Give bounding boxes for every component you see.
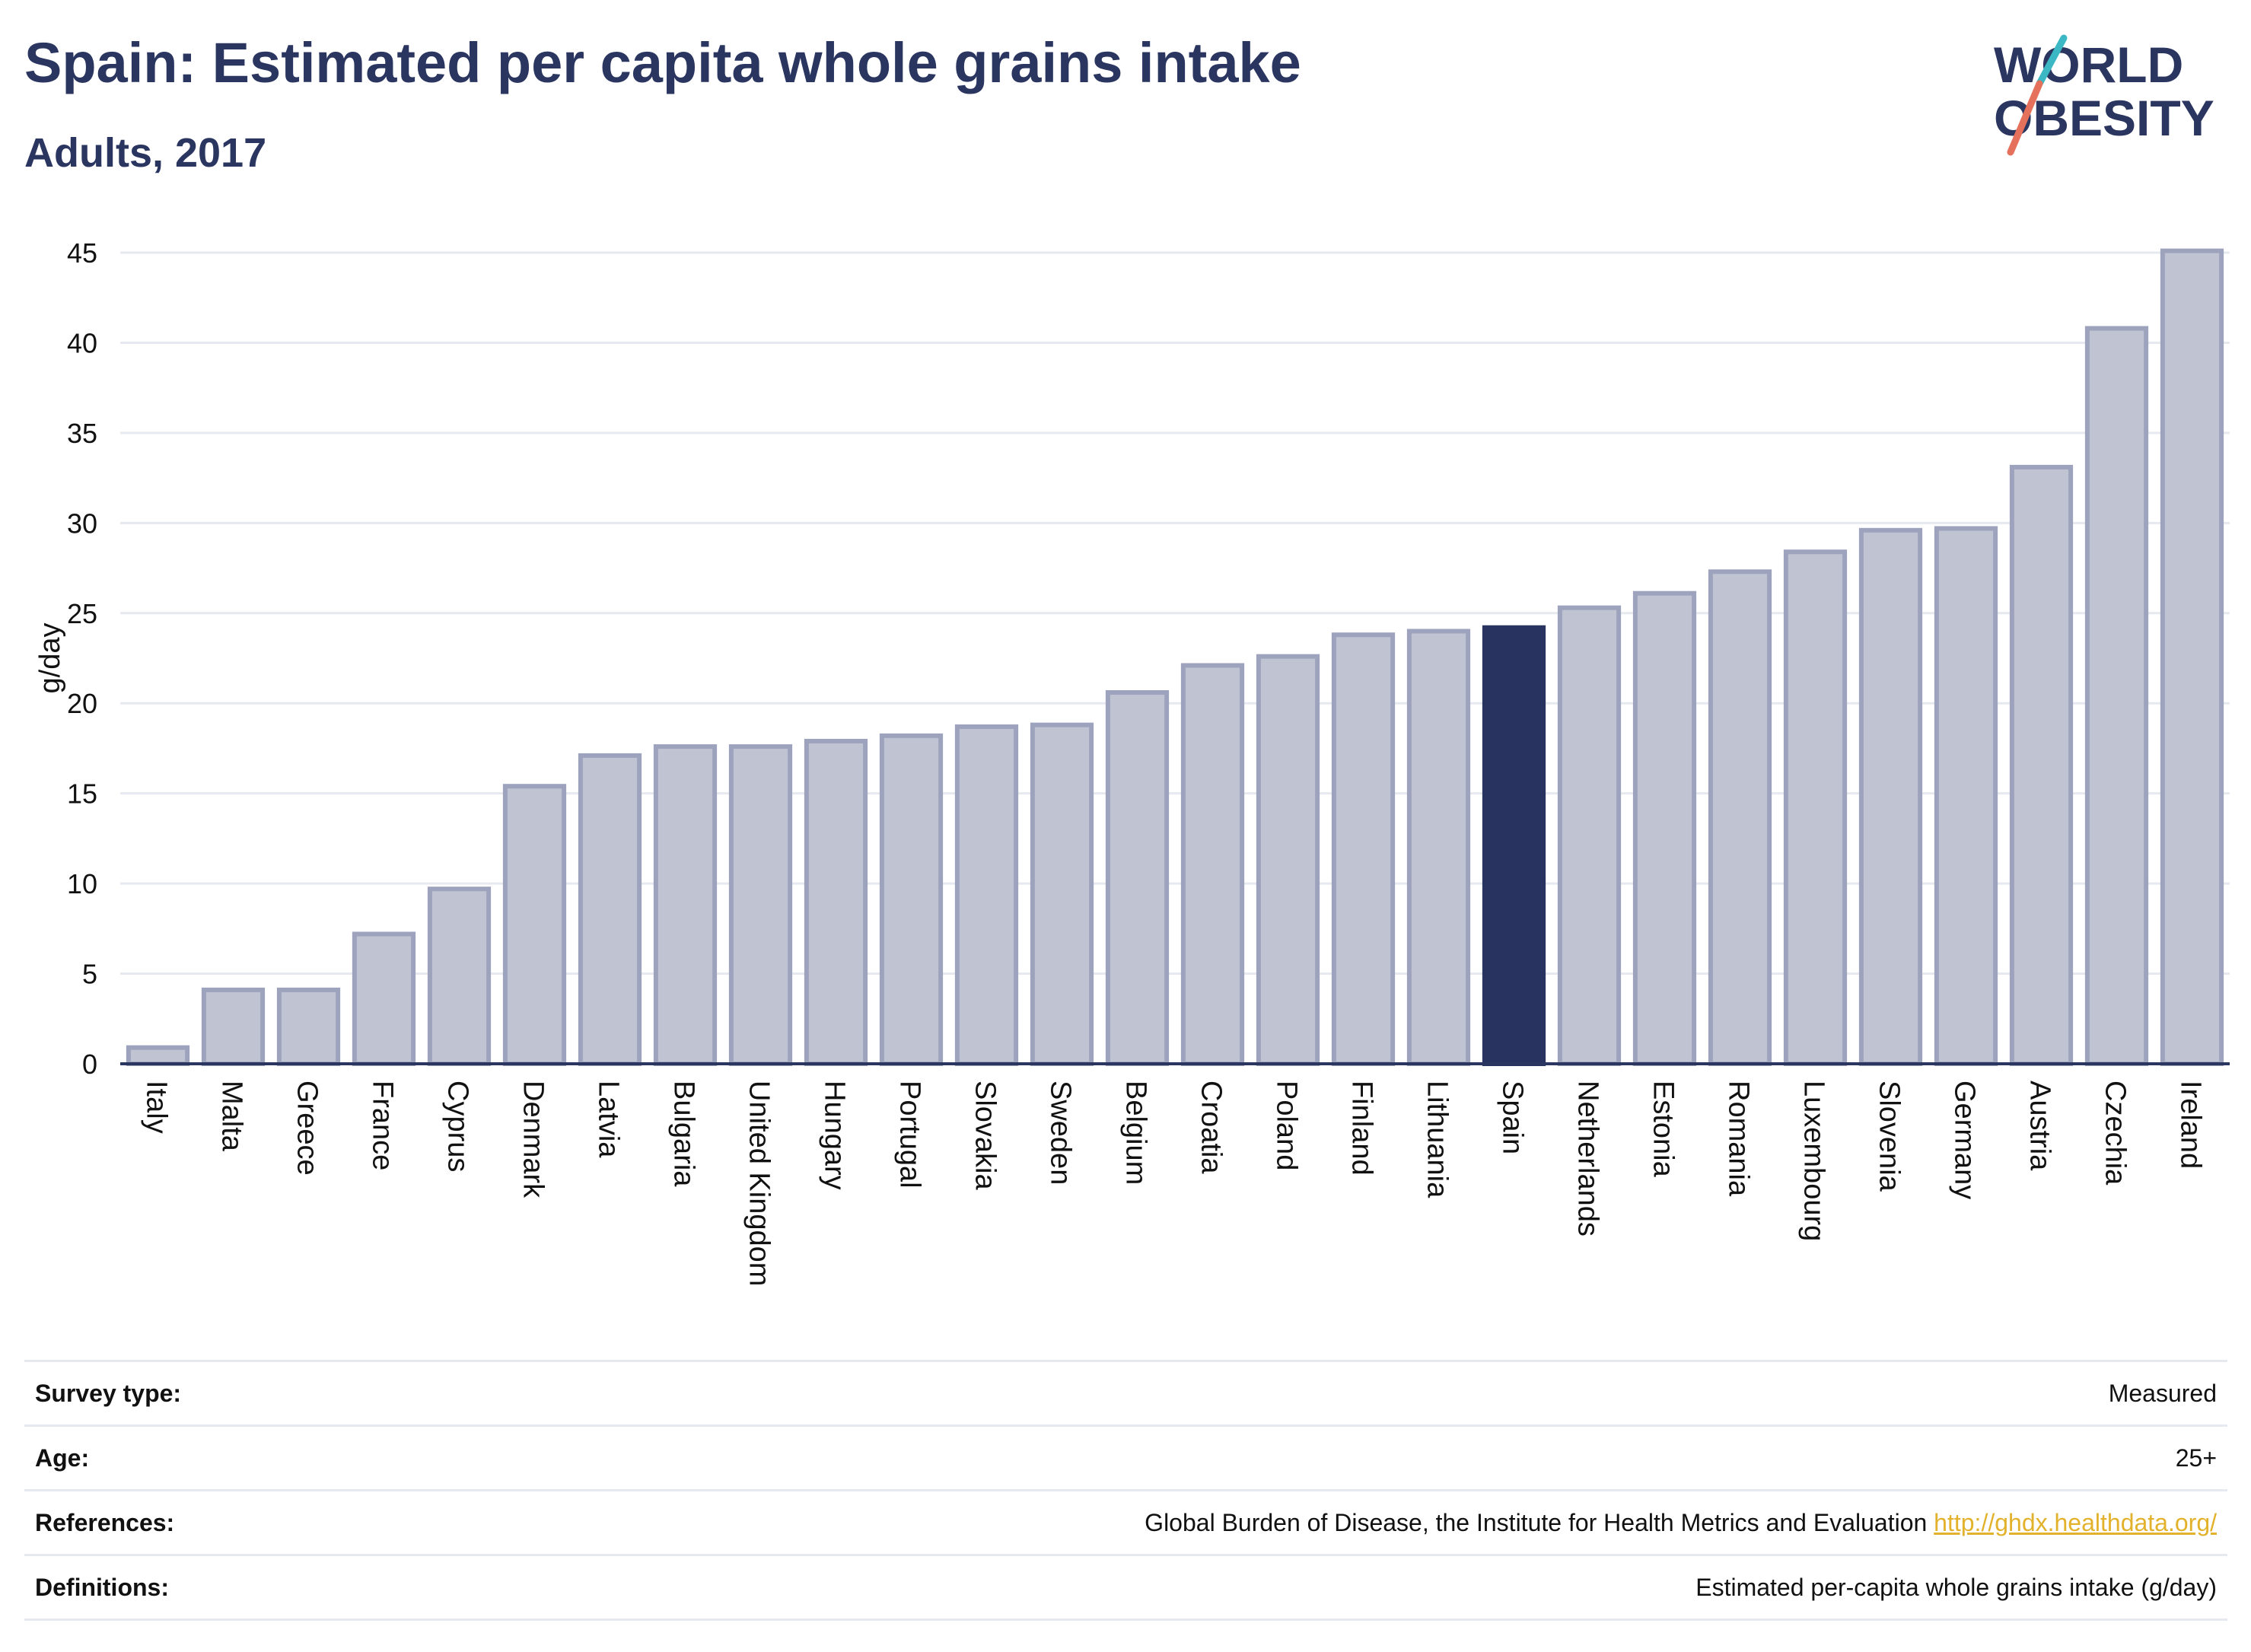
y-tick-label: 25	[67, 598, 97, 629]
info-row-definitions: Definitions: Estimated per-capita whole …	[24, 1554, 2227, 1621]
x-tick-label: Latvia	[593, 1081, 625, 1158]
x-tick-label: Poland	[1271, 1081, 1303, 1170]
info-table: Survey type: Measured Age: 25+ Reference…	[24, 1360, 2227, 1621]
x-tick-label: Ireland	[2175, 1081, 2207, 1169]
x-tick-label: Italy	[141, 1081, 173, 1134]
page-title: Spain: Estimated per capita whole grains…	[24, 31, 1301, 94]
bar-ireland	[2160, 248, 2224, 1066]
x-axis-labels: Italy Malta Greece France Cyprus Denmark Latvi…	[141, 1081, 2207, 1286]
x-tick-label: Belgium	[1120, 1081, 1152, 1185]
x-tick-label: Sweden	[1045, 1081, 1077, 1185]
info-label: Age:	[35, 1444, 90, 1472]
y-tick-label: 10	[67, 868, 97, 899]
x-tick-label: Hungary	[819, 1081, 851, 1190]
bar-belgium	[1105, 690, 1170, 1067]
y-tick-label: 15	[67, 778, 97, 810]
bar-portugal	[879, 733, 944, 1067]
x-tick-label: Greece	[291, 1081, 323, 1176]
bar-poland	[1256, 654, 1320, 1066]
info-value: Estimated per-capita whole grains intake…	[1695, 1573, 2217, 1601]
bar-france	[352, 931, 416, 1066]
bar-sweden	[1030, 722, 1094, 1066]
logo-slash-top	[2036, 34, 2068, 88]
y-tick-label: 20	[67, 688, 97, 719]
x-tick-label: Croatia	[1196, 1081, 1227, 1174]
bar-czechia	[2084, 326, 2149, 1066]
x-tick-label: Lithuania	[1422, 1081, 1453, 1198]
x-tick-label: Germany	[1949, 1081, 1981, 1199]
bar-romania	[1708, 569, 1772, 1066]
bar-croatia	[1180, 663, 1245, 1066]
x-tick-label: Malta	[216, 1081, 248, 1152]
info-label: References:	[35, 1508, 175, 1536]
logo-line1: WORLD	[1994, 37, 2183, 93]
bar-chart: 0 5 10 15 20 25 30 35 40 45 Italy Malta Greece Franc…	[34, 237, 2230, 1286]
x-tick-label: France	[367, 1081, 399, 1170]
x-tick-label: Luxembourg	[1798, 1081, 1830, 1241]
info-row-age: Age: 25+	[24, 1424, 2227, 1489]
bar-cyprus	[427, 886, 492, 1066]
bar-italy	[126, 1045, 190, 1067]
x-tick-label: Slovakia	[969, 1081, 1001, 1190]
y-tick-label: 30	[67, 508, 97, 539]
x-tick-label: Austria	[2024, 1081, 2056, 1171]
y-tick-label: 35	[67, 418, 97, 449]
reference-link[interactable]: http://ghdx.healthdata.org/	[1934, 1508, 2217, 1536]
x-tick-label: Cyprus	[442, 1081, 474, 1172]
bar-estonia	[1632, 590, 1697, 1066]
info-label: Survey type:	[35, 1379, 182, 1407]
y-tick-label: 40	[67, 327, 97, 358]
info-value: 25+	[2175, 1444, 2217, 1472]
info-label: Definitions:	[35, 1573, 169, 1601]
bar-lithuania	[1406, 629, 1471, 1066]
bar-spain	[1482, 625, 1546, 1066]
bar-finland	[1331, 632, 1396, 1066]
bar-malta	[201, 987, 266, 1067]
bar-austria	[2009, 464, 2074, 1066]
info-value: Measured	[2108, 1379, 2217, 1407]
x-tick-label: Romania	[1723, 1081, 1755, 1197]
bar-slovenia	[1858, 527, 1923, 1066]
y-tick-label: 5	[82, 959, 97, 990]
bar-latvia	[578, 753, 642, 1066]
x-tick-label: Netherlands	[1572, 1081, 1604, 1237]
bar-germany	[1934, 526, 1998, 1066]
bar-bulgaria	[653, 744, 718, 1066]
world-obesity-logo: WORLD OBESITY	[1994, 34, 2214, 156]
y-tick-label: 0	[82, 1049, 97, 1080]
page-subtitle: Adults, 2017	[24, 130, 267, 176]
x-tick-label: Finland	[1346, 1081, 1378, 1176]
x-tick-label: Estonia	[1648, 1081, 1679, 1178]
info-value: Global Burden of Disease, the Institute …	[1145, 1509, 2227, 1537]
x-tick-label: Denmark	[517, 1081, 549, 1198]
y-axis-label: g/day	[34, 623, 66, 694]
reference-text: Global Burden of Disease, the Institute …	[1145, 1508, 1928, 1536]
logo-slash-bottom	[2007, 80, 2043, 156]
bar-denmark	[502, 784, 567, 1067]
y-tick-label: 45	[67, 237, 97, 269]
x-tick-label: Bulgaria	[668, 1081, 700, 1187]
bar-united-kingdom	[728, 744, 793, 1066]
x-tick-label: Spain	[1497, 1081, 1529, 1154]
bar-slovakia	[954, 724, 1019, 1066]
bar-hungary	[804, 738, 868, 1066]
x-tick-label: Portugal	[894, 1081, 926, 1189]
x-tick-label: United Kingdom	[743, 1081, 775, 1286]
info-row-references: References: Global Burden of Disease, th…	[24, 1489, 2227, 1554]
bars	[126, 248, 2224, 1067]
info-row-survey-type: Survey type: Measured	[24, 1360, 2227, 1424]
bar-luxembourg	[1783, 549, 1848, 1066]
x-tick-label: Czechia	[2100, 1081, 2132, 1186]
bar-greece	[276, 987, 341, 1067]
bar-netherlands	[1557, 605, 1622, 1066]
y-axis-ticks: 0 5 10 15 20 25 30 35 40 45	[67, 237, 97, 1080]
x-tick-label: Slovenia	[1874, 1081, 1906, 1192]
